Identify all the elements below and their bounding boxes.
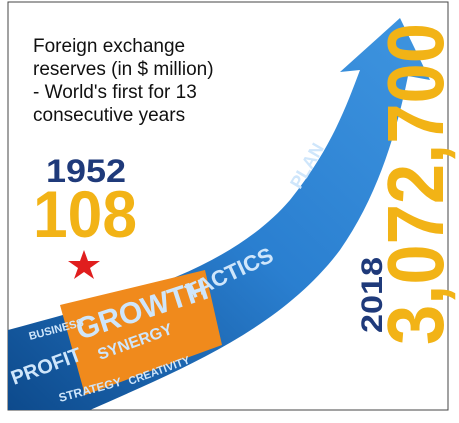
end-value: 3,072,700 (371, 23, 459, 345)
title-line: - World's first for 13 (33, 82, 197, 103)
infographic: GROWTH TACTICS PROFIT STRATEGY SYNERGY C… (0, 0, 459, 423)
title-line: consecutive years (33, 105, 185, 126)
title-line: reserves (in $ million) (33, 59, 214, 80)
start-value: 108 (33, 177, 137, 251)
title-line: Foreign exchange (33, 36, 185, 57)
